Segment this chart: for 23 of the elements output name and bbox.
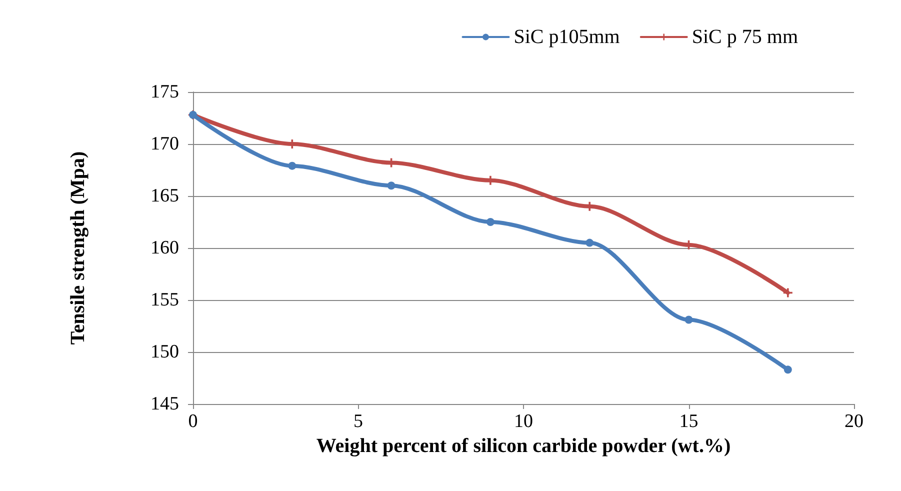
point (486, 218, 494, 226)
y-tick-label: 170 (150, 134, 179, 154)
point (288, 162, 296, 170)
y-tick-label: 155 (150, 290, 179, 310)
x-tick-label: 15 (679, 411, 698, 432)
x-axis-title: Weight percent of silicon carbide powder (wt.%) (316, 434, 731, 457)
x-tick-label: 20 (844, 411, 864, 432)
y-tick-label: 150 (150, 342, 179, 362)
y-axis-title: Tensile strength (Mpa) (67, 151, 89, 345)
y-tick-label: 165 (150, 186, 179, 206)
x-tick-label: 5 (354, 411, 363, 432)
point (387, 182, 396, 190)
legend-label: SiC p 75 mm (692, 26, 798, 48)
x-tick-label: 0 (188, 411, 198, 432)
y-tick-label: 160 (150, 238, 179, 258)
legend-label: SiC p105mm (514, 26, 620, 48)
y-tick-label: 175 (150, 82, 179, 102)
point (784, 366, 792, 374)
y-tick-label: 145 (150, 394, 179, 414)
point (684, 316, 693, 324)
point (783, 288, 792, 298)
point (586, 238, 594, 247)
x-tick-label: 10 (514, 411, 533, 432)
